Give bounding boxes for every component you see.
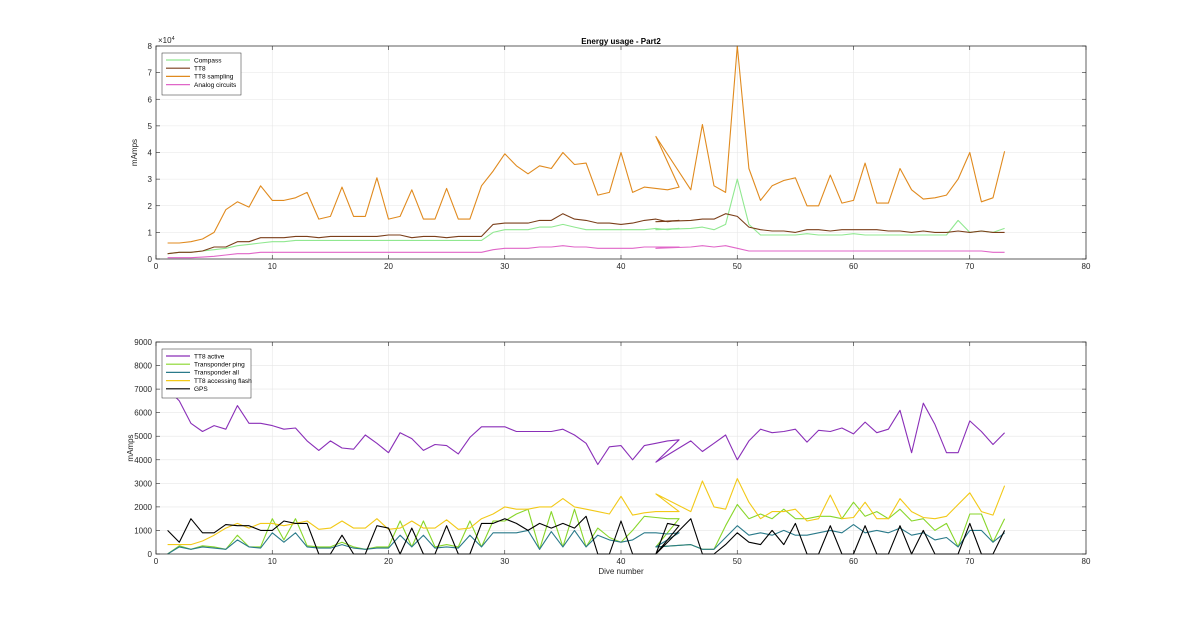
y-tick-label: 2000	[134, 503, 152, 512]
x-tick-label: 30	[500, 557, 509, 566]
tick-labels: 0 10 20 30 40 50 60 70 80 0 1 2 3 4 5 6 7 8	[148, 42, 1091, 271]
x-tick-label: 30	[500, 262, 509, 271]
series-line-transponder-ping	[167, 501, 1006, 555]
x-tick-label: 80	[1082, 262, 1091, 271]
series-line-tt8-active	[167, 388, 1005, 466]
series-line-gps	[167, 515, 1006, 555]
legend-label: Transponder ping	[194, 362, 245, 369]
x-tick-label: 10	[268, 262, 277, 271]
y-tick-label: 4	[148, 149, 153, 158]
series-line-tt8	[167, 213, 1005, 255]
x-tick-label: 20	[384, 557, 393, 566]
x-tick-label: 20	[384, 262, 393, 271]
x-tick-label: 50	[733, 557, 742, 566]
legend-label: GPS	[194, 386, 208, 393]
chart-title: Energy usage - Part2	[581, 37, 661, 46]
y-tick-label: 8000	[134, 362, 152, 371]
x-tick-label: 0	[154, 557, 159, 566]
y-tick-label: 7000	[134, 385, 152, 394]
x-tick-label: 40	[617, 262, 626, 271]
y-tick-label: 5	[148, 122, 153, 131]
plot-border	[155, 45, 1087, 260]
y-axis-title: mAmps	[126, 434, 135, 461]
y-tick-label: 0	[148, 550, 153, 559]
series-line-compass	[167, 178, 1005, 255]
legend-label: Transponder all	[194, 370, 239, 377]
x-tick-label: 60	[849, 557, 858, 566]
series-line-tt8-accessing-flash	[167, 478, 1006, 546]
y-exponent-power: 4	[172, 36, 175, 42]
x-tick-label: 50	[733, 262, 742, 271]
energy-usage-chart: 0 10 20 30 40 50 60 70 80 0 1 2 3 4 5 6 7 8 Energy usage …	[130, 36, 1091, 271]
y-tick-label: 1000	[134, 526, 152, 535]
y-exponent-base: ×10	[158, 36, 172, 45]
y-tick-label: 9000	[134, 338, 152, 347]
y-tick-label: 8	[148, 42, 153, 51]
x-tick-label: 70	[965, 262, 974, 271]
x-tick-label: 60	[849, 262, 858, 271]
legend-label: Compass	[194, 57, 222, 64]
legend-label: TT8 accessing flash	[194, 378, 252, 385]
y-tick-label: 3000	[134, 479, 152, 488]
y-tick-label: 3	[148, 175, 153, 184]
y-tick-label: 0	[148, 255, 153, 264]
y-tick-label: 5000	[134, 432, 152, 441]
y-axis-title: mAmps	[130, 139, 139, 166]
y-exponent-label: ×104	[158, 36, 175, 45]
series-lines	[167, 388, 1006, 555]
x-axis-title: Dive number	[598, 567, 644, 576]
y-tick-label: 6	[148, 95, 153, 104]
x-tick-label: 40	[617, 557, 626, 566]
legend-label: Analog circuits	[194, 82, 237, 89]
plot-border	[155, 341, 1087, 555]
series-line-analog-circuits	[167, 245, 1005, 259]
y-tick-label: 1	[148, 228, 153, 237]
y-tick-label: 4000	[134, 456, 152, 465]
y-tick-label: 6000	[134, 409, 152, 418]
x-tick-label: 80	[1082, 557, 1091, 566]
series-line-tt8-sampling	[167, 45, 1006, 244]
tick-labels: 0 10 20 30 40 50 60 70 80 0 1000 2000 3000 4000 5000 60…	[134, 338, 1091, 566]
x-tick-label: 0	[154, 262, 159, 271]
y-tick-label: 7	[148, 69, 153, 78]
x-tick-label: 70	[965, 557, 974, 566]
series-lines	[167, 45, 1006, 259]
current-draw-chart: 0 10 20 30 40 50 60 70 80 0 1000 2000 3000 4000 5000 60…	[126, 338, 1091, 576]
x-tick-label: 10	[268, 557, 277, 566]
legend-label: TT8 active	[194, 353, 225, 360]
legend-box	[161, 348, 252, 399]
legend-label: TT8	[194, 66, 206, 73]
y-tick-label: 2	[148, 202, 153, 211]
legend-label: TT8 sampling	[194, 74, 234, 81]
